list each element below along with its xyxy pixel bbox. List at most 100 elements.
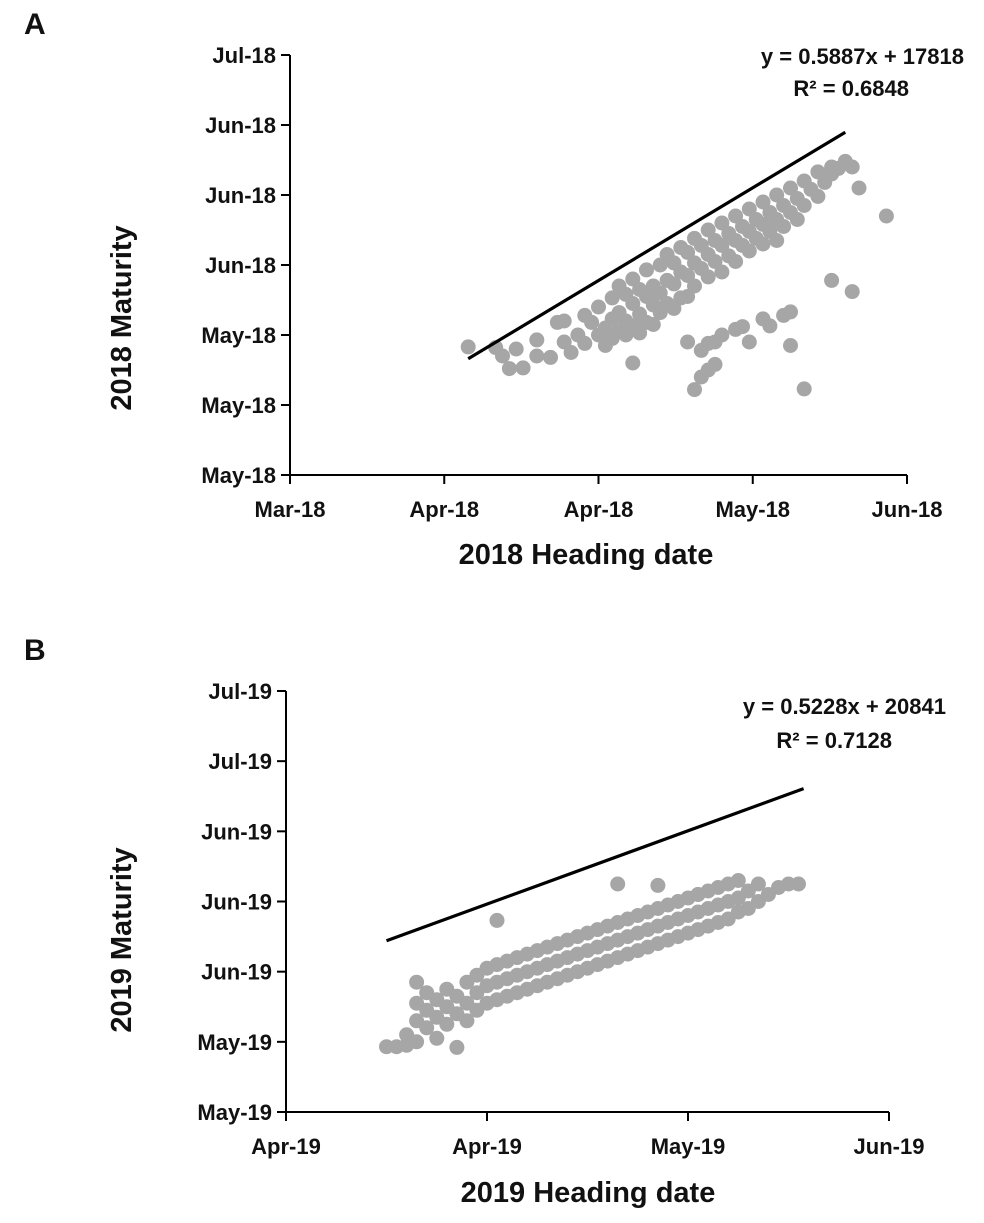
panel-a-point: [529, 348, 545, 364]
panel-b-y-tick-label: Jun-19: [201, 960, 272, 985]
panel-a-point: [844, 159, 860, 175]
panel-a-point: [878, 208, 894, 224]
panel-b-point: [730, 873, 746, 888]
panel-a-point: [604, 290, 620, 306]
panel-a-point: [460, 339, 476, 355]
panel-a-label: A: [24, 8, 46, 41]
panel-a-x-tick-label: May-18: [715, 497, 790, 522]
panel-a: A May-18 May-18 May-18 Jun-18 Jun-18 Jun-18 Ju…: [24, 8, 964, 571]
panel-a-point: [625, 355, 641, 371]
panel-a-point: [769, 233, 785, 248]
panel-b-point: [650, 877, 666, 893]
panel-a-y-tick-label: May-18: [201, 323, 276, 348]
panel-b-point: [419, 1020, 435, 1036]
panel-a-point: [508, 341, 524, 357]
panel-b-y-axis-title: 2019 Maturity: [106, 847, 138, 1032]
panel-a-y-ticks: May-18 May-18 May-18 Jun-18 Jun-18 Jun-18 Jul-…: [201, 43, 290, 488]
panel-b-point: [409, 974, 425, 990]
panel-b-point: [610, 876, 626, 892]
panel-a-point: [591, 299, 606, 315]
panel-a-y-axis-title: 2018 Maturity: [106, 225, 138, 410]
panel-a-point: [741, 243, 757, 259]
panel-b-equation: y = 0.5228x + 20841: [743, 694, 946, 719]
panel-a-r-squared: R² = 0.6848: [793, 76, 909, 101]
panel-a-x-axis-title: 2018 Heading date: [459, 539, 714, 571]
panel-a-point: [735, 319, 750, 335]
panel-a-point: [687, 278, 702, 294]
panel-a-x-ticks: Mar-18 Apr-18 Apr-18 May-18 Jun-18: [255, 475, 943, 522]
panel-a-y-tick-label: May-18: [201, 463, 276, 488]
panel-a-point: [851, 180, 867, 196]
panel-a-point: [556, 313, 572, 329]
panel-b-x-tick-label: May-19: [651, 1134, 726, 1159]
panel-a-point: [529, 332, 545, 348]
panel-b-x-tick-label: Apr-19: [251, 1134, 321, 1159]
panel-a-y-tick-label: Jun-18: [205, 253, 276, 278]
panel-a-point: [495, 348, 510, 364]
panel-a-point: [789, 212, 805, 227]
panel-a-point: [707, 356, 723, 372]
panel-a-point: [577, 335, 593, 351]
panel-a-point: [714, 327, 730, 343]
panel-b-x-axis-title: 2019 Heading date: [461, 1177, 716, 1209]
panel-b-point: [489, 912, 505, 928]
panel-a-point: [515, 360, 531, 376]
panel-b-y-tick-label: May-19: [197, 1100, 272, 1125]
panel-a-point: [714, 264, 730, 280]
panel-a-y-tick-label: May-18: [201, 393, 276, 418]
panel-a-point: [666, 276, 682, 292]
panel-b-y-tick-label: Jun-19: [201, 819, 272, 844]
panel-b-x-tick-label: Apr-19: [452, 1134, 522, 1159]
panel-b-y-ticks: May-19 May-19 Jun-19 Jun-19 Jun-19 Jul-19 Jul-…: [197, 679, 286, 1125]
panel-b-r-squared: R² = 0.7128: [776, 728, 892, 753]
panel-a-point: [543, 349, 558, 365]
panel-b: B May-19 May-19 Jun-19 Jun-19 Jun-19 Jul-19 Ju…: [24, 634, 946, 1209]
panel-b-point: [409, 1034, 425, 1050]
panel-b-point: [791, 876, 806, 892]
panel-b-point: [429, 1030, 445, 1046]
panel-a-equation: y = 0.5887x + 17818: [761, 44, 964, 69]
panel-a-point: [783, 338, 798, 353]
panel-a-y-tick-label: Jul-18: [212, 43, 276, 68]
panel-a-point: [844, 284, 860, 300]
panel-b-y-tick-label: May-19: [197, 1030, 272, 1055]
panel-b-points: [379, 873, 806, 1055]
panel-b-point: [449, 1039, 465, 1055]
panel-a-point: [796, 198, 812, 213]
panel-a-point: [680, 334, 696, 350]
panel-a-point: [639, 262, 654, 278]
panel-a-point: [755, 236, 771, 252]
panel-a-point: [762, 318, 778, 334]
panel-b-y-tick-label: Jul-19: [208, 749, 272, 774]
panel-b-point: [690, 887, 706, 902]
panel-b-x-ticks: Apr-19 Apr-19 May-19 Jun-19: [251, 1112, 924, 1159]
panel-b-point: [439, 1016, 455, 1032]
panel-a-point: [796, 381, 812, 397]
panel-b-label: B: [24, 634, 46, 667]
panel-a-point: [741, 334, 757, 350]
panel-a-x-tick-label: Apr-18: [564, 497, 634, 522]
panel-b-x-tick-label: Jun-19: [854, 1134, 925, 1159]
panel-a-y-tick-label: Jun-18: [205, 113, 276, 138]
panel-a-point: [645, 317, 661, 332]
panel-a-points: [460, 153, 894, 398]
panel-a-point: [810, 188, 826, 204]
panel-a-y-tick-label: Jun-18: [205, 183, 276, 208]
panel-a-point: [824, 272, 840, 288]
panel-a-point: [728, 254, 744, 269]
panel-a-point: [687, 382, 702, 398]
panel-a-point: [501, 361, 517, 377]
panel-b-y-tick-label: Jun-19: [201, 890, 272, 915]
panel-a-x-tick-label: Mar-18: [255, 497, 326, 522]
panel-a-point: [563, 345, 579, 360]
panel-a-point: [783, 304, 798, 320]
panel-a-trendline: [467, 130, 847, 361]
panel-a-x-tick-label: Jun-18: [872, 497, 943, 522]
panel-a-point: [700, 269, 716, 285]
panel-b-point: [750, 876, 766, 892]
panel-b-y-tick-label: Jul-19: [208, 679, 272, 704]
panel-a-point: [776, 219, 792, 234]
panel-b-point: [459, 1013, 475, 1029]
panel-b-trendline: [385, 787, 805, 943]
